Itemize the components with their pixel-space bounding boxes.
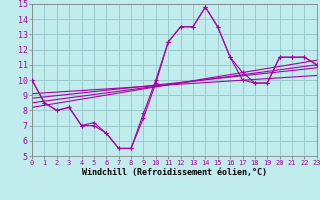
X-axis label: Windchill (Refroidissement éolien,°C): Windchill (Refroidissement éolien,°C) bbox=[82, 168, 267, 177]
